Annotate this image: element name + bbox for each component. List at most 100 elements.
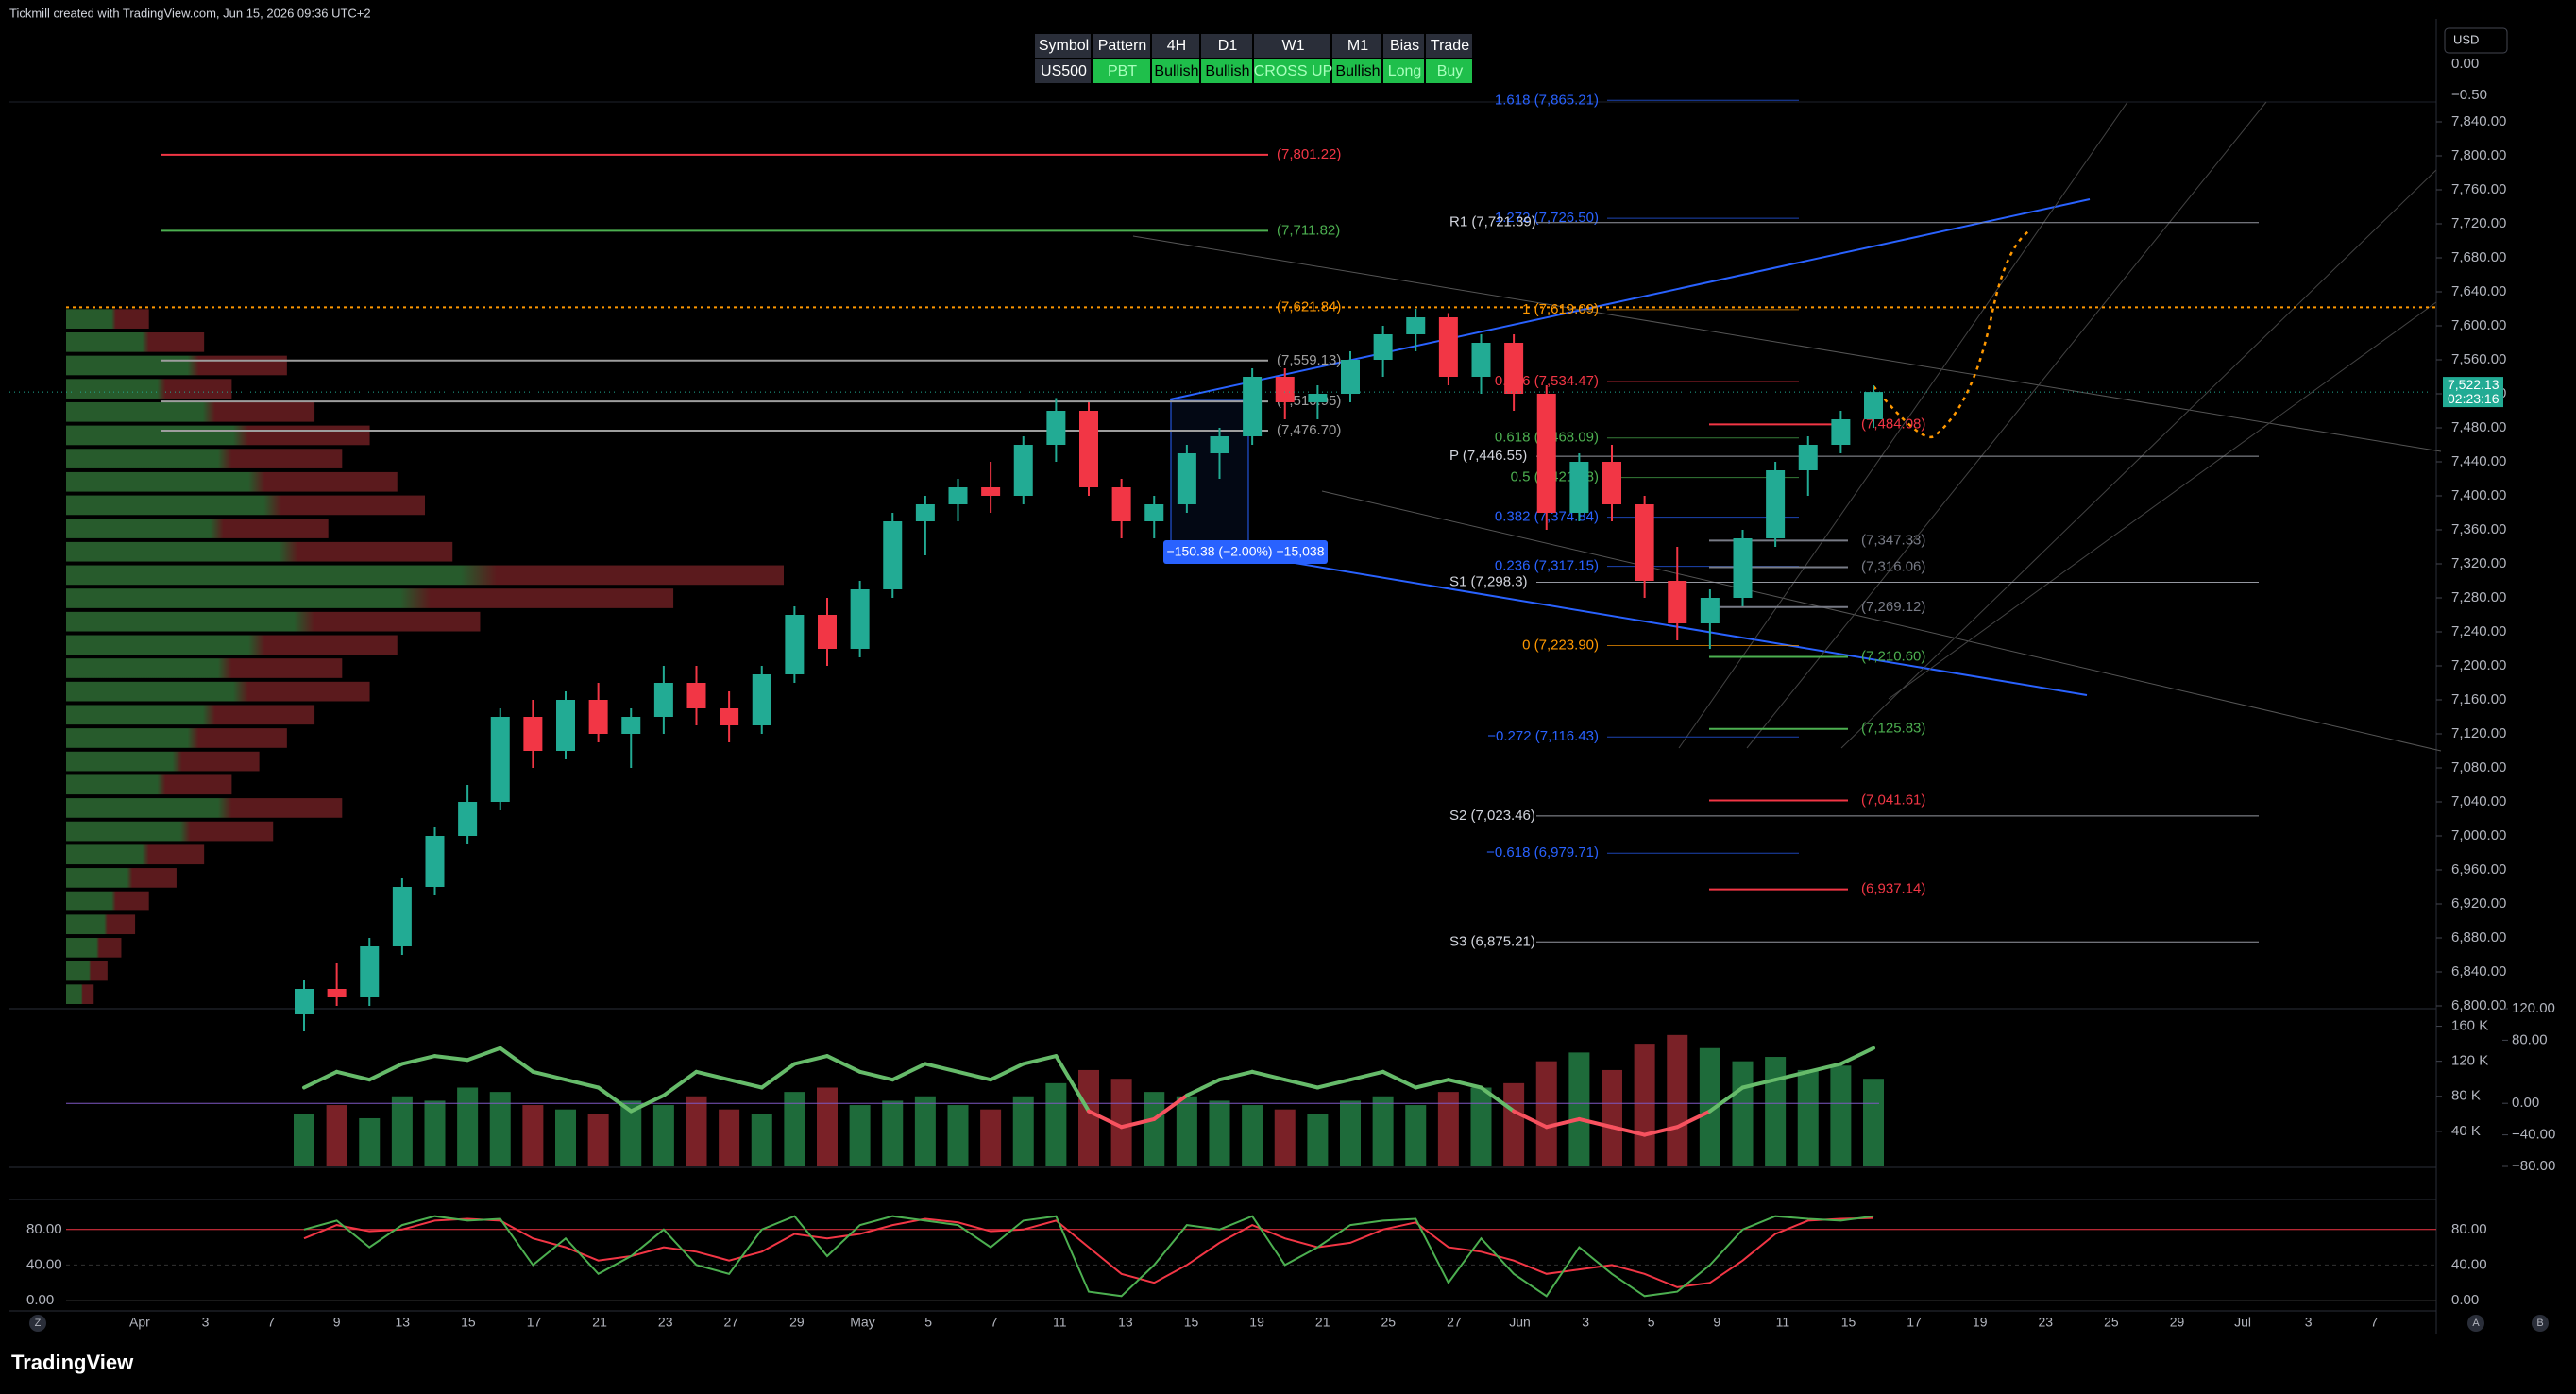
y-tick-label: −80.00 — [2512, 1158, 2555, 1174]
y-tick-label: 7,200.00 — [2451, 657, 2506, 673]
y-tick-label: 7,720.00 — [2451, 215, 2506, 231]
y-tick-label: −40.00 — [2512, 1127, 2555, 1143]
trend-line — [1678, 101, 2128, 749]
fib-label: −0.618 (6,979.71) — [1486, 844, 1599, 860]
momentum-segment — [1381, 1069, 1418, 1090]
x-tick-label: Jun — [1509, 1315, 1531, 1330]
volume-bar — [1405, 1105, 1427, 1166]
y-tick-label: 0.00 — [2512, 1095, 2539, 1111]
pivot-label: R1 (7,721.39) — [1449, 214, 1536, 230]
volume-profile-bar — [66, 309, 149, 329]
volume-profile-bar — [66, 401, 315, 422]
volume-bar — [1176, 1096, 1197, 1166]
momentum-segment — [1544, 1116, 1582, 1130]
volume-bar — [914, 1096, 936, 1166]
trend-line — [1132, 235, 2442, 452]
table-header: Pattern — [1098, 38, 1147, 54]
candle-body — [556, 700, 575, 751]
y-tick-label-left: 40.00 — [26, 1256, 62, 1272]
candle-body — [458, 802, 478, 836]
pivot-label: P (7,446.55) — [1449, 448, 1527, 464]
momentum-segment — [596, 1085, 634, 1114]
volume-profile-bar — [66, 798, 343, 818]
last-price: 7,522.13 — [2448, 377, 2500, 392]
axis-icon-label: B — [2536, 1318, 2543, 1329]
pivot-label: S1 (7,298.3) — [1449, 573, 1528, 589]
candle-body — [1504, 343, 1524, 394]
x-tick-label: 11 — [1053, 1315, 1067, 1330]
candle-body — [360, 946, 380, 997]
x-tick-label: 3 — [202, 1315, 210, 1330]
volume-bar — [489, 1092, 511, 1166]
volume-bar — [1209, 1100, 1230, 1166]
momentum-segment — [1348, 1069, 1385, 1082]
x-tick-label: 5 — [1648, 1315, 1655, 1330]
axis-icon-label: Z — [35, 1318, 42, 1329]
y-tick-label: 7,000.00 — [2451, 827, 2506, 843]
momentum-segment — [432, 1054, 470, 1062]
y-tick-label: 7,400.00 — [2451, 487, 2506, 503]
momentum-segment — [792, 1054, 829, 1066]
momentum-segment — [531, 1069, 568, 1082]
y-tick-label: 7,160.00 — [2451, 691, 2506, 707]
candle-body — [1471, 343, 1491, 377]
target-label: (7,125.83) — [1861, 721, 1925, 737]
measure-box — [1163, 540, 1328, 564]
volume-bar — [1372, 1096, 1394, 1166]
momentum-segment — [857, 1069, 895, 1082]
momentum-segment — [1315, 1078, 1352, 1090]
table-cell — [1201, 60, 1252, 83]
volume-profile-bar — [66, 332, 205, 352]
x-tick-label: 7 — [991, 1315, 998, 1330]
momentum-segment — [1773, 1069, 1810, 1082]
volume-bar — [1503, 1082, 1525, 1166]
x-tick-label: 17 — [1907, 1315, 1922, 1330]
candle-body — [850, 589, 870, 649]
momentum-segment — [1610, 1125, 1647, 1137]
volume-bar — [1470, 1087, 1492, 1166]
table-cell — [1035, 60, 1091, 83]
candle-body — [981, 487, 1001, 496]
candle-body — [1536, 394, 1556, 513]
volume-profile-bar — [66, 705, 315, 725]
candle-body — [1243, 377, 1263, 436]
candle-body — [1275, 377, 1295, 402]
volume-profile-bar — [66, 891, 149, 911]
table-value: CROSS UP — [1254, 63, 1333, 79]
table-value: Long — [1388, 63, 1422, 79]
candle-body — [1733, 538, 1753, 598]
volume-bar — [1797, 1069, 1819, 1166]
volume-bar — [980, 1109, 1002, 1166]
y-tick-label: 6,920.00 — [2451, 895, 2506, 911]
axis-icon — [29, 1315, 46, 1332]
volume-bar — [817, 1087, 838, 1166]
volume-bar — [1307, 1114, 1329, 1166]
axis-icon-label: A — [2472, 1318, 2480, 1329]
momentum-segment — [1414, 1078, 1450, 1090]
x-tick-label: 21 — [1315, 1315, 1330, 1330]
candle-body — [785, 615, 805, 674]
target-label: (7,316.06) — [1861, 559, 1925, 575]
level-label: (7,476.70) — [1277, 422, 1341, 438]
y-tick-label: 6,800.00 — [2451, 997, 2506, 1013]
momentum-segment — [1675, 1109, 1712, 1130]
candle-body — [720, 708, 739, 725]
momentum-segment — [564, 1078, 601, 1090]
volume-bar — [391, 1096, 413, 1166]
y-tick-label: 7,640.00 — [2451, 283, 2506, 299]
table-header: M1 — [1347, 38, 1368, 54]
y-tick-label: 40 K — [2451, 1123, 2481, 1139]
volume-profile-bar — [66, 355, 287, 376]
momentum-segment — [1152, 1093, 1189, 1121]
candle-body — [653, 683, 673, 717]
volume-bar — [1012, 1096, 1034, 1166]
y-tick-label: 7,120.00 — [2451, 725, 2506, 741]
fib-label: 1.618 (7,865.21) — [1495, 92, 1599, 108]
candle-body — [818, 615, 837, 649]
y-tick-label: 0.00 — [2451, 1292, 2479, 1308]
volume-bar — [1732, 1061, 1754, 1166]
volume-bar — [1437, 1092, 1459, 1166]
momentum-segment — [694, 1069, 732, 1082]
y-tick-label: 7,280.00 — [2451, 589, 2506, 605]
volume-bar — [1602, 1069, 1622, 1166]
